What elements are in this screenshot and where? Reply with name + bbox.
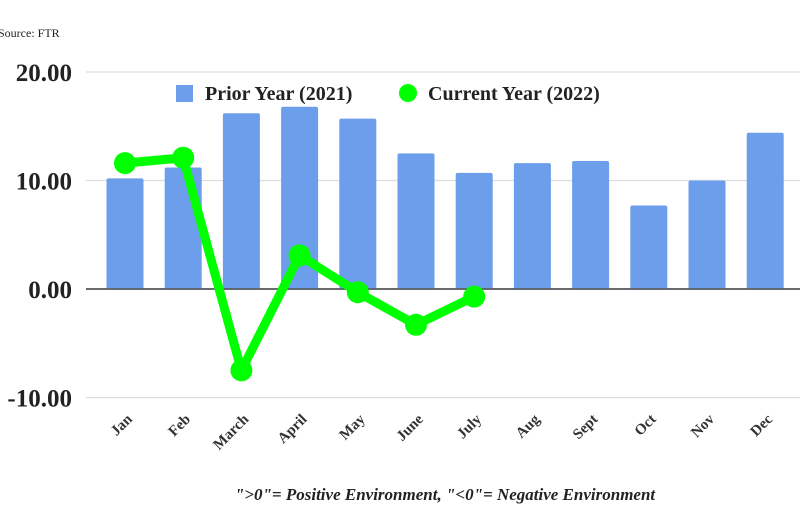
x-tick-label: March (210, 411, 252, 453)
point-june (405, 313, 427, 336)
y-tick-label: 20.00 (16, 60, 72, 87)
bar-sept (572, 160, 610, 289)
legend-swatch-prior-year (176, 85, 193, 102)
bar-april (281, 106, 319, 289)
x-tick-label: Oct (632, 412, 660, 440)
bar-march (222, 113, 260, 289)
legend-swatch-current-year (399, 84, 417, 102)
x-tick-label: May (337, 411, 369, 443)
bar-nov (688, 180, 726, 289)
point-feb (172, 146, 195, 169)
legend-label-current-year: Current Year (2022) (428, 83, 600, 105)
y-tick-label: 0.00 (28, 277, 72, 304)
point-july (463, 285, 486, 308)
source-label: Source: FTR (0, 26, 60, 40)
x-tick-label: April (275, 412, 310, 447)
bar-jan (106, 178, 144, 289)
point-march (230, 359, 253, 382)
y-tick-label: -10.00 (7, 386, 72, 413)
x-tick-label: Jan (108, 411, 136, 439)
point-may (346, 281, 369, 304)
bar-june (397, 153, 435, 289)
point-april (288, 244, 311, 267)
x-tick-label: Dec (748, 411, 777, 440)
bar-feb (164, 167, 202, 289)
x-tick-label: Feb (166, 412, 194, 440)
x-tick-label: Aug (513, 411, 544, 442)
chart-note: ">0"= Positive Environment, "<0"= Negati… (234, 485, 656, 504)
bar-dec (746, 132, 784, 289)
bar-july (455, 172, 493, 289)
legend-label-prior-year: Prior Year (2021) (205, 83, 352, 105)
bar-oct (630, 205, 668, 289)
y-tick-label: 10.00 (16, 169, 72, 196)
x-tick-label: Sept (570, 412, 601, 443)
x-tick-label: July (454, 411, 485, 442)
x-tick-label: June (394, 411, 427, 444)
bar-aug (513, 163, 551, 289)
bar-may (339, 118, 377, 289)
x-tick-label: Nov (688, 411, 718, 441)
point-jan (114, 152, 136, 175)
